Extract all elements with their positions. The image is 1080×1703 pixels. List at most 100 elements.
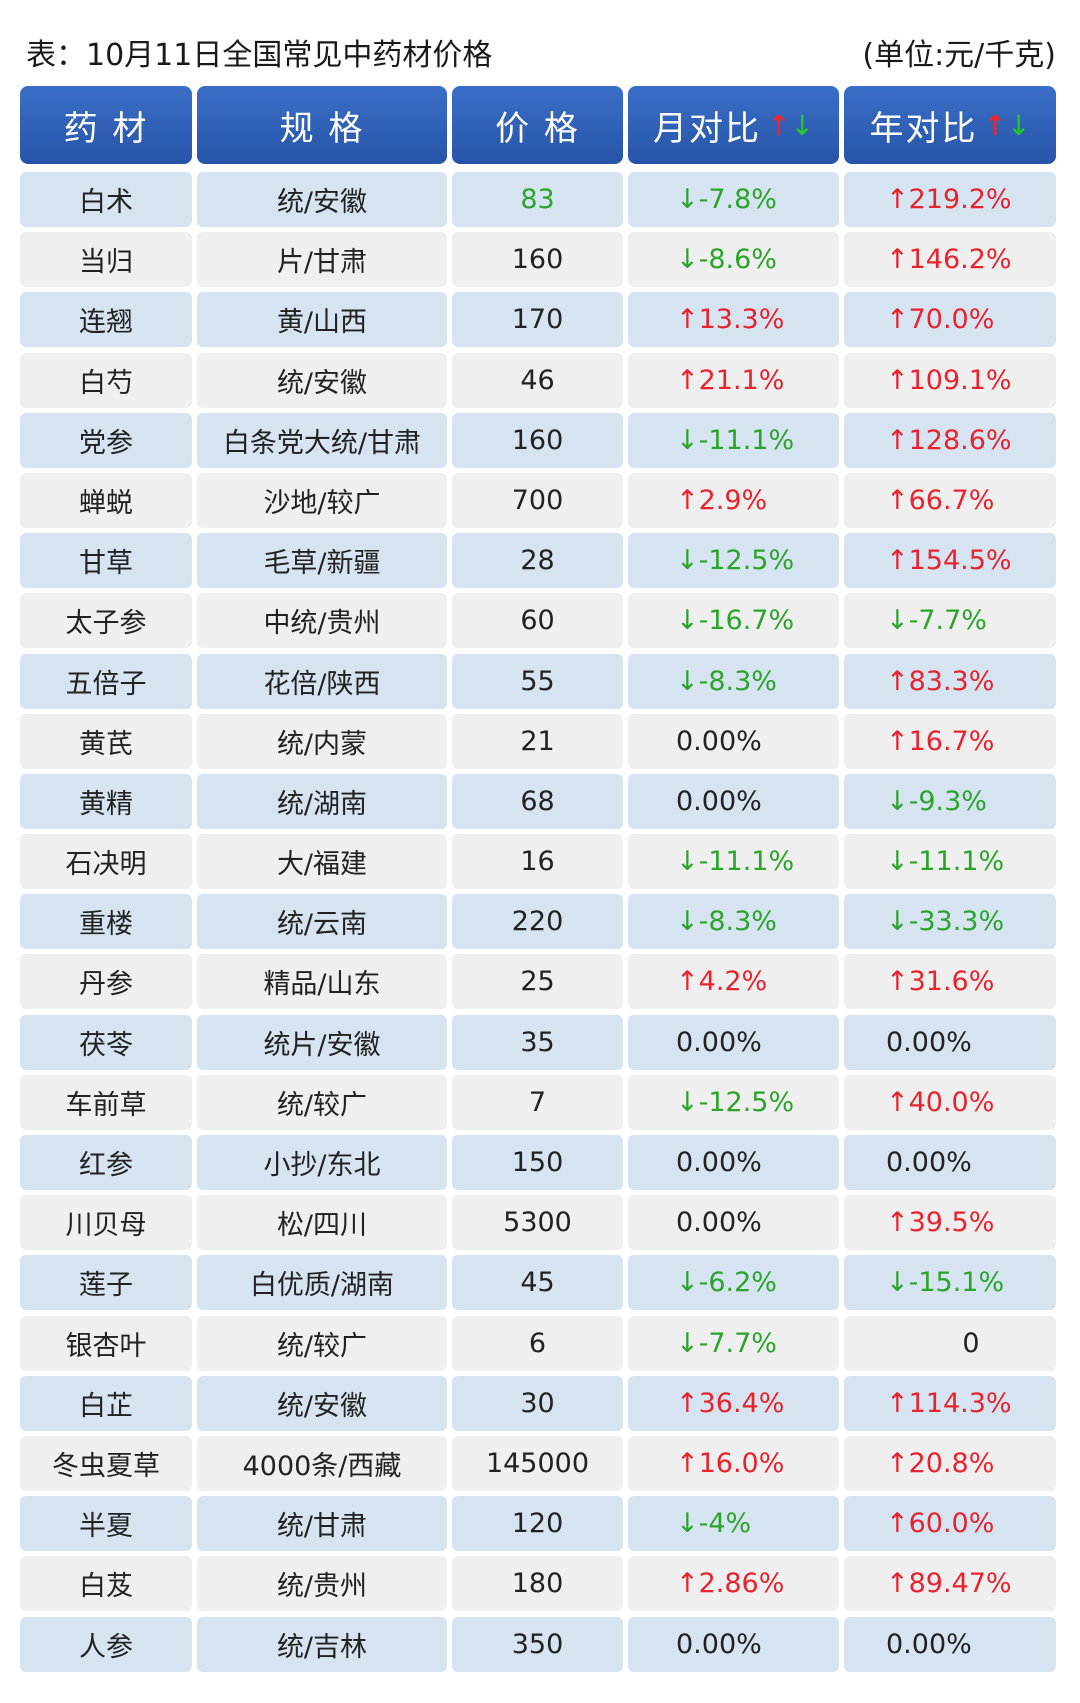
header-yoy: 年对比 ↑↓: [844, 86, 1056, 164]
table-header-row: 药 材 规 格 价 格 月对比 ↑↓ 年对比 ↑↓: [20, 86, 1056, 164]
herb-price: 60: [452, 593, 623, 649]
table-row: 连翘 黄/山西 170 ↑13.3% ↑70.0%: [20, 292, 1056, 348]
herb-name: 党参: [20, 412, 192, 468]
herb-spec: 统/安徽: [197, 352, 447, 408]
table-row: 黄精 统/湖南 68 0.00% ↓-9.3%: [20, 773, 1056, 829]
herb-price: 120: [452, 1496, 623, 1552]
herb-name: 莲子: [20, 1255, 192, 1311]
herb-spec: 沙地/较广: [197, 472, 447, 528]
table-row: 川贝母 松/四川 5300 0.00% ↑39.5%: [20, 1195, 1056, 1251]
table-row: 红参 小抄/东北 150 0.00% 0.00%: [20, 1135, 1056, 1190]
month-change: ↑4.2%: [628, 954, 839, 1010]
herb-spec: 4000条/西藏: [197, 1435, 447, 1491]
herb-price: 160: [452, 412, 623, 468]
month-change: 0.00%: [628, 1014, 839, 1070]
month-change: ↓-7.8%: [628, 172, 839, 227]
year-change: ↓-11.1%: [844, 834, 1056, 890]
table-row: 白芍 统/安徽 46 ↑21.1% ↑109.1%: [20, 352, 1056, 408]
herb-name: 银杏叶: [20, 1315, 192, 1371]
herb-spec: 统/贵州: [197, 1556, 447, 1612]
header-spec: 规 格: [197, 86, 447, 164]
table-row: 黄芪 统/内蒙 21 0.00% ↑16.7%: [20, 713, 1056, 769]
herb-spec: 花倍/陕西: [197, 653, 447, 709]
unit-label: (单位:元/千克): [862, 38, 1056, 73]
herb-spec: 统/甘肃: [197, 1496, 447, 1552]
table-row: 蝉蜕 沙地/较广 700 ↑2.9% ↑66.7%: [20, 472, 1056, 528]
year-change: ↑128.6%: [844, 412, 1056, 468]
month-change: 0.00%: [628, 1135, 839, 1190]
year-change: ↑66.7%: [844, 472, 1056, 528]
herb-price: 30: [452, 1375, 623, 1431]
herb-spec: 中统/贵州: [197, 593, 447, 649]
year-change: ↑83.3%: [844, 653, 1056, 709]
month-change: ↑2.9%: [628, 472, 839, 528]
herb-name: 白芍: [20, 352, 192, 408]
year-change: ↑154.5%: [844, 533, 1056, 589]
herb-price: 16: [452, 834, 623, 890]
herb-name: 人参: [20, 1616, 192, 1672]
herb-price: 55: [452, 653, 623, 709]
herb-price: 28: [452, 533, 623, 589]
herb-spec: 毛草/新疆: [197, 533, 447, 589]
herb-price: 350: [452, 1616, 623, 1672]
herb-name: 当归: [20, 232, 192, 288]
herb-name: 白术: [20, 172, 192, 227]
herb-spec: 统/安徽: [197, 172, 447, 227]
table-body: 白术 统/安徽 83 ↓-7.8% ↑219.2% 当归 片/甘肃 160 ↓-8.6% ↑146…: [20, 172, 1056, 1672]
herb-price: 83: [452, 172, 623, 227]
year-change: ↑40.0%: [844, 1074, 1056, 1130]
month-change: ↓-11.1%: [628, 412, 839, 468]
herb-name: 黄芪: [20, 713, 192, 769]
year-change: ↑114.3%: [844, 1375, 1056, 1431]
herb-name: 太子参: [20, 593, 192, 649]
month-change: 0.00%: [628, 773, 839, 829]
herb-spec: 白条党大统/甘肃: [197, 412, 447, 468]
table-row: 党参 白条党大统/甘肃 160 ↓-11.1% ↑128.6%: [20, 412, 1056, 468]
year-change: ↓-15.1%: [844, 1255, 1056, 1311]
herb-price: 25: [452, 954, 623, 1010]
month-change: ↓-4%: [628, 1496, 839, 1552]
title-bar: 表：10月11日全国常见中药材价格 (单位:元/千克): [26, 30, 1056, 74]
month-change: 0.00%: [628, 713, 839, 769]
month-change: ↓-12.5%: [628, 1074, 839, 1130]
month-change: ↓-11.1%: [628, 834, 839, 890]
herb-name: 五倍子: [20, 653, 192, 709]
month-change: ↑16.0%: [628, 1435, 839, 1491]
year-change: 0.00%: [844, 1616, 1056, 1672]
herb-name: 白芨: [20, 1556, 192, 1612]
month-change: ↓-8.3%: [628, 894, 839, 950]
table-row: 人参 统/吉林 350 0.00% 0.00%: [20, 1616, 1056, 1672]
year-change: ↑31.6%: [844, 954, 1056, 1010]
year-change: ↑219.2%: [844, 172, 1056, 227]
month-change: ↓-8.3%: [628, 653, 839, 709]
herb-price: 160: [452, 232, 623, 288]
herb-price: 700: [452, 472, 623, 528]
month-change: ↓-8.6%: [628, 232, 839, 288]
header-mom: 月对比 ↑↓: [628, 86, 839, 164]
table-row: 车前草 统/较广 7 ↓-12.5% ↑40.0%: [20, 1074, 1056, 1130]
herb-price: 145000: [452, 1435, 623, 1491]
herb-spec: 精品/山东: [197, 954, 447, 1010]
year-change: ↑146.2%: [844, 232, 1056, 288]
herb-name: 川贝母: [20, 1195, 192, 1251]
herb-spec: 统/较广: [197, 1315, 447, 1371]
herb-price: 45: [452, 1255, 623, 1311]
herb-spec: 黄/山西: [197, 292, 447, 348]
herb-price: 46: [452, 352, 623, 408]
table-row: 半夏 统/甘肃 120 ↓-4% ↑60.0%: [20, 1496, 1056, 1552]
table-row: 重楼 统/云南 220 ↓-8.3% ↓-33.3%: [20, 894, 1056, 950]
herb-price: 5300: [452, 1195, 623, 1251]
table-row: 白芨 统/贵州 180 ↑2.86% ↑89.47%: [20, 1556, 1056, 1612]
price-table: 药 材 规 格 价 格 月对比 ↑↓ 年对比 ↑↓ 白术 统/安徽 83 ↓-7.8%…: [20, 86, 1056, 1677]
year-change: ↑20.8%: [844, 1435, 1056, 1491]
month-change: ↑36.4%: [628, 1375, 839, 1431]
herb-price: 7: [452, 1074, 623, 1130]
herb-spec: 统片/安徽: [197, 1014, 447, 1070]
year-change: ↑70.0%: [844, 292, 1056, 348]
year-change: 0.00%: [844, 1135, 1056, 1190]
up-down-arrows-icon: ↑↓: [767, 108, 814, 142]
herb-name: 连翘: [20, 292, 192, 348]
year-change: 0: [844, 1315, 1056, 1371]
herb-spec: 统/安徽: [197, 1375, 447, 1431]
month-change: 0.00%: [628, 1616, 839, 1672]
